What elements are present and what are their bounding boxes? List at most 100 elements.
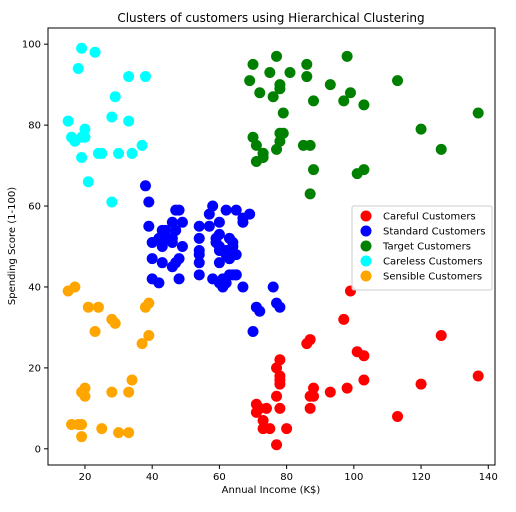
data-point bbox=[281, 423, 293, 435]
data-point bbox=[136, 338, 148, 350]
data-point bbox=[257, 414, 269, 426]
data-point bbox=[274, 83, 286, 95]
series-careless-customers bbox=[62, 42, 151, 208]
data-point bbox=[304, 402, 316, 414]
data-point bbox=[79, 131, 91, 143]
data-point bbox=[267, 91, 279, 103]
y-axis: 0 20 40 60 80 100 bbox=[22, 40, 48, 455]
data-point bbox=[267, 281, 279, 293]
data-point bbox=[109, 317, 121, 329]
data-point bbox=[123, 71, 135, 83]
series-careful-customers bbox=[250, 285, 484, 451]
data-point bbox=[472, 107, 484, 119]
chart-title: Clusters of customers using Hierarchical… bbox=[117, 11, 424, 25]
data-point bbox=[113, 147, 125, 159]
series-target-customers bbox=[244, 50, 484, 200]
data-point bbox=[213, 228, 225, 240]
series-standard-customers bbox=[139, 180, 286, 337]
legend-marker bbox=[360, 225, 372, 237]
data-point bbox=[274, 374, 286, 386]
data-point bbox=[156, 257, 168, 269]
x-tick-label: 20 bbox=[79, 472, 92, 483]
data-point bbox=[173, 253, 185, 265]
data-point bbox=[274, 301, 286, 313]
legend-marker bbox=[360, 240, 372, 252]
data-point bbox=[160, 224, 172, 236]
data-point bbox=[143, 297, 155, 309]
data-point bbox=[72, 62, 84, 74]
data-point bbox=[96, 147, 108, 159]
data-point bbox=[284, 67, 296, 79]
legend-label: Careless Customers bbox=[383, 257, 482, 268]
data-point bbox=[79, 390, 91, 402]
data-point bbox=[109, 91, 121, 103]
data-point bbox=[143, 196, 155, 208]
data-point bbox=[308, 164, 320, 176]
data-point bbox=[173, 273, 185, 285]
data-points bbox=[62, 42, 484, 451]
data-point bbox=[341, 50, 353, 62]
data-point bbox=[230, 269, 242, 281]
x-axis: 20 40 60 80 100 120 140 bbox=[79, 465, 498, 483]
legend-marker bbox=[360, 255, 372, 267]
data-point bbox=[82, 301, 94, 313]
x-tick-label: 40 bbox=[146, 472, 159, 483]
data-point bbox=[324, 386, 336, 398]
y-tick-label: 60 bbox=[28, 202, 41, 213]
data-point bbox=[435, 143, 447, 155]
data-point bbox=[123, 427, 135, 439]
data-point bbox=[113, 427, 125, 439]
data-point bbox=[203, 220, 215, 232]
data-point bbox=[106, 111, 118, 123]
y-tick-label: 20 bbox=[28, 363, 41, 374]
data-point bbox=[76, 151, 88, 163]
data-point bbox=[301, 71, 313, 83]
data-point bbox=[338, 313, 350, 325]
data-point bbox=[277, 127, 289, 139]
data-point bbox=[96, 423, 108, 435]
data-point bbox=[415, 378, 427, 390]
data-point bbox=[143, 330, 155, 342]
data-point bbox=[193, 232, 205, 244]
data-point bbox=[392, 75, 404, 87]
data-point bbox=[89, 46, 101, 58]
data-point bbox=[69, 281, 81, 293]
data-point bbox=[82, 176, 94, 188]
data-point bbox=[308, 382, 320, 394]
y-axis-title: Spending Score (1-100) bbox=[7, 187, 18, 305]
data-point bbox=[123, 115, 135, 127]
data-point bbox=[227, 236, 239, 248]
data-point bbox=[146, 253, 158, 265]
data-point bbox=[237, 216, 249, 228]
x-tick-label: 80 bbox=[280, 472, 293, 483]
data-point bbox=[247, 325, 259, 337]
data-point bbox=[143, 220, 155, 232]
data-point bbox=[193, 249, 205, 261]
data-point bbox=[237, 281, 249, 293]
data-point bbox=[230, 249, 242, 261]
y-tick-label: 40 bbox=[28, 282, 41, 293]
data-point bbox=[341, 382, 353, 394]
data-point bbox=[170, 224, 182, 236]
data-point bbox=[257, 147, 269, 159]
data-point bbox=[176, 216, 188, 228]
x-axis-title: Annual Income (K$) bbox=[222, 485, 321, 496]
data-point bbox=[76, 431, 88, 443]
data-point bbox=[173, 204, 185, 216]
data-point bbox=[244, 208, 256, 220]
data-point bbox=[153, 277, 165, 289]
y-tick-label: 100 bbox=[22, 40, 41, 51]
data-point bbox=[220, 204, 232, 216]
data-point bbox=[89, 325, 101, 337]
series-sensible-customers bbox=[62, 281, 155, 443]
data-point bbox=[304, 188, 316, 200]
data-point bbox=[277, 107, 289, 119]
data-point bbox=[79, 123, 91, 135]
legend-label: Target Customers bbox=[382, 242, 471, 253]
data-point bbox=[324, 79, 336, 91]
data-point bbox=[254, 87, 266, 99]
data-point bbox=[76, 419, 88, 431]
data-point bbox=[213, 257, 225, 269]
data-point bbox=[271, 439, 283, 451]
